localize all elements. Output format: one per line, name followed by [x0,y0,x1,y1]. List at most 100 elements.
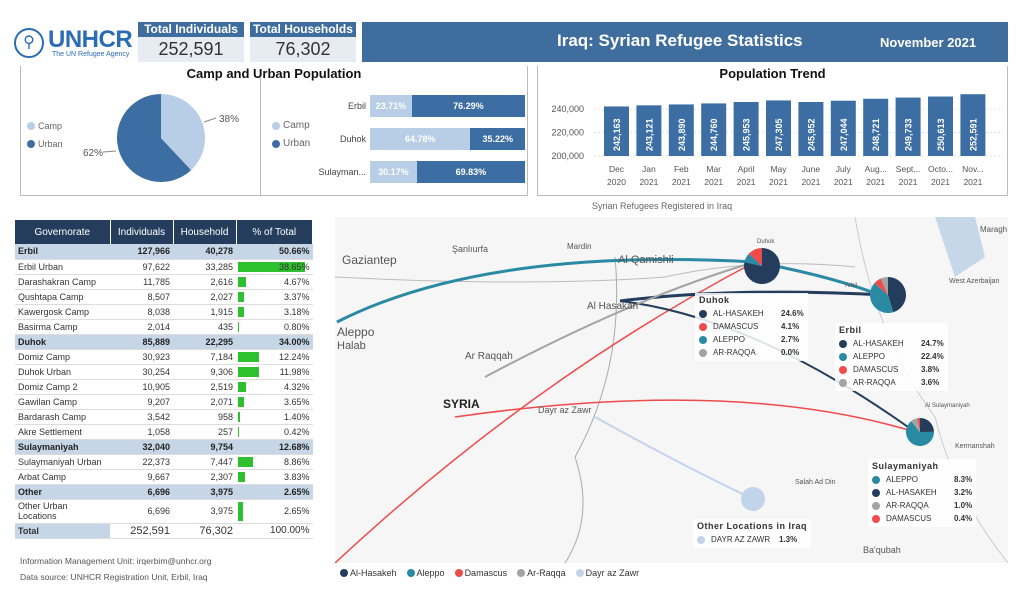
table-row[interactable]: Domiz Camp 2 10,905 2,519 4.32% [15,379,313,395]
origin-pct: 22.4% [921,352,944,361]
origin-pct: 24.6% [781,309,804,318]
table-group-row[interactable]: Sulaymaniyah 32,040 9,754 12.68% [15,439,313,455]
pct-bar [238,306,244,317]
population-trend-chart: 240,000 220,000 200,000 242,163 Dec 2020 243,1… [551,94,1003,187]
pct-bar [238,426,239,437]
trend-bar [604,106,629,156]
trend-bar [895,97,921,156]
trend-bar [863,98,889,156]
legend-camp-2: Camp [272,120,310,131]
cell-name: Bardarash Camp [15,409,110,425]
origin-name: DAMASCUS [853,365,899,374]
table-group-row[interactable]: Other 6,696 3,975 2.65% [15,484,313,500]
pct-value: 50.66% [278,246,310,257]
trend-bar [668,104,694,156]
table-group-row[interactable]: Duhok 85,889 22,295 34.00% [15,334,313,350]
col-governorate[interactable]: Governorate [15,220,111,244]
legend-label: Ar-Raqqa [527,568,566,578]
cell-pct: 3.83% [236,469,313,485]
cell-pct: 8.86% [236,454,313,470]
cell-household: 1,915 [173,304,236,320]
pie-other-locations [741,487,765,511]
cell-pct: 0.80% [236,319,313,335]
map-legend-item: DAMASCUS 4.1% [699,320,804,333]
table-row[interactable]: Bardarash Camp 3,542 958 1.40% [15,409,313,425]
table-row[interactable]: Basirma Camp 2,014 435 0.80% [15,319,313,335]
table-row[interactable]: Gawilan Camp 9,207 2,071 3.65% [15,394,313,410]
col-household[interactable]: Household [173,220,237,244]
bar-data-label: 244,760 [709,118,719,151]
origin-pct: 2.7% [781,335,800,344]
table-row[interactable]: Duhok Urban 30,254 9,306 11.98% [15,364,313,380]
cell-household: 9,754 [173,439,236,455]
bar-segment-camp: 23.71% [370,95,412,117]
pie-slice-erbil [888,277,906,313]
trend-bar [830,100,856,156]
cell-household: 76,302 [173,523,236,539]
legend-label: Aleppo [416,568,445,578]
cell-individuals: 6,696 [110,484,173,500]
kpi-label: Total Households [250,22,356,37]
map-legend-item: AL-HASAKEH 24.6% [699,307,804,320]
table-row[interactable]: Other Urban Locations 6,696 3,975 2.65% [15,499,313,524]
x-tick-month: Aug... [865,164,887,174]
cell-pct: 3.65% [236,394,313,410]
legend-camp: Camp [27,121,62,131]
refugee-map[interactable]: Gaziantep Şanlıurfa Mardin Al Qamishli A… [335,217,1008,563]
pct-bar [238,321,240,332]
place-label: Salah Ad Din [795,479,836,486]
legend-dot-icon [340,569,348,577]
table-row[interactable]: Darashakran Camp 11,785 2,616 4.67% [15,274,313,290]
x-tick-month: Mar [706,164,721,174]
table-row[interactable]: Erbil Urban 97,622 33,285 38.65% [15,259,313,275]
origin-name: DAMASCUS [886,514,932,523]
table-row[interactable]: Qushtapa Camp 8,507 2,027 3.37% [15,289,313,305]
origin-pct: 8.3% [954,475,973,484]
bar-data-label: 252,591 [968,118,978,151]
map-legend-item: DAMASCUS 0.4% [872,512,972,525]
table-row[interactable]: Akre Settlement 1,058 257 0.42% [15,424,313,440]
legend-dot-icon [699,309,707,318]
cell-household: 22,295 [173,334,236,350]
bar-data-label: 248,721 [871,118,881,151]
pie-label-urban: 62% [83,148,103,159]
place-label: Şanlıurfa [452,244,489,254]
pct-value: 0.80% [283,321,310,332]
pct-value: 3.37% [283,291,310,302]
stacked-bar: 64.78% 35.22% [370,128,525,150]
pct-value: 8.86% [283,456,310,467]
pct-value: 12.24% [278,351,310,362]
map-legend-item: AR-RAQQA 3.6% [839,376,944,389]
table-row[interactable]: Domiz Camp 30,923 7,184 12.24% [15,349,313,365]
table-row[interactable]: Arbat Camp 9,667 2,307 3.83% [15,469,313,485]
bar-segment-camp: 30.17% [370,161,417,183]
cell-name: Other Urban Locations [15,499,110,524]
cell-pct: 1.40% [236,409,313,425]
origin-pct: 3.2% [954,488,973,497]
table-group-row[interactable]: Erbil 127,966 40,278 50.66% [15,244,313,260]
cell-name: Domiz Camp 2 [15,379,110,395]
col-individuals[interactable]: Individuals [110,220,174,244]
cell-name: Duhok [15,334,110,350]
cell-pct: 38.65% [236,259,313,275]
legend-dot-icon [454,569,463,577]
origin-name: DAYR AZ ZAWR [711,535,771,544]
map-legend-duhok: Duhok AL-HASAKEH 24.6% DAMASCUS 4.1% ALEPPO 2.… [695,293,808,361]
cell-individuals: 32,040 [110,439,173,455]
pie-slice-camp [161,94,205,171]
pct-bar [238,501,243,521]
pct-bar [238,351,260,362]
bar-segment-urban: 76.29% [411,95,525,117]
pct-bar [238,291,244,302]
col-pct-total[interactable]: % of Total [236,220,313,244]
cell-individuals: 2,014 [110,319,173,335]
pie-slice-urban [117,94,192,182]
origin-name: AL-HASAKEH [853,339,904,348]
table-row[interactable]: Sulaymaniyah Urban 22,373 7,447 8.86% [15,454,313,470]
legend-label: Damascus [464,568,508,578]
pie-slice-sulaymaniyah [917,418,920,432]
cell-pct: 3.18% [236,304,313,320]
table-row[interactable]: Kawergosk Camp 8,038 1,915 3.18% [15,304,313,320]
country-label: SYRIA [443,397,480,411]
legend-dot-icon [697,535,705,544]
